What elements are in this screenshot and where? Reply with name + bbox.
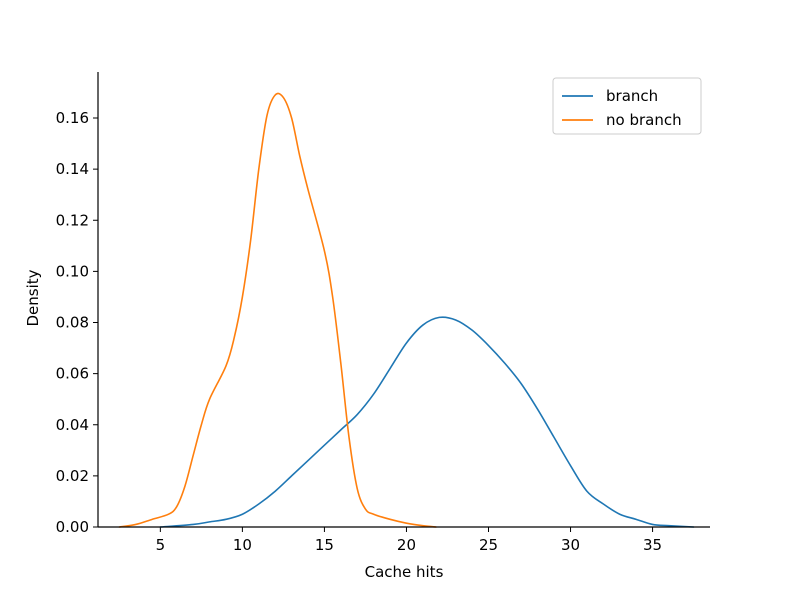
x-tick-label: 15 <box>315 536 334 554</box>
y-axis-label: Density <box>24 269 42 326</box>
y-tick-label: 0.08 <box>56 314 89 332</box>
y-axis-ticks: 0.00 0.02 0.04 0.06 0.08 0.10 0.12 0.14 0.16 <box>56 109 98 536</box>
x-axis-ticks: 5 10 15 20 25 30 35 <box>156 527 662 554</box>
y-tick-label: 0.16 <box>56 109 89 127</box>
y-tick-label: 0.02 <box>56 467 89 485</box>
y-tick-label: 0.10 <box>56 262 89 280</box>
y-tick-label: 0.00 <box>56 518 89 536</box>
x-tick-label: 25 <box>479 536 498 554</box>
legend-label: branch <box>606 87 658 105</box>
x-tick-label: 30 <box>561 536 580 554</box>
y-tick-label: 0.12 <box>56 211 89 229</box>
series-lines <box>118 92 695 528</box>
x-tick-label: 5 <box>156 536 166 554</box>
legend-label: no branch <box>606 111 682 129</box>
y-tick-label: 0.04 <box>56 416 89 434</box>
x-tick-label: 35 <box>643 536 662 554</box>
y-tick-label: 0.14 <box>56 160 89 178</box>
series-line-no-branch <box>118 92 437 528</box>
x-tick-label: 20 <box>397 536 416 554</box>
x-axis-label: Cache hits <box>365 563 444 581</box>
series-line-branch <box>159 316 695 528</box>
x-tick-label: 10 <box>233 536 252 554</box>
y-tick-label: 0.06 <box>56 365 89 383</box>
legend: branch no branch <box>552 77 702 135</box>
